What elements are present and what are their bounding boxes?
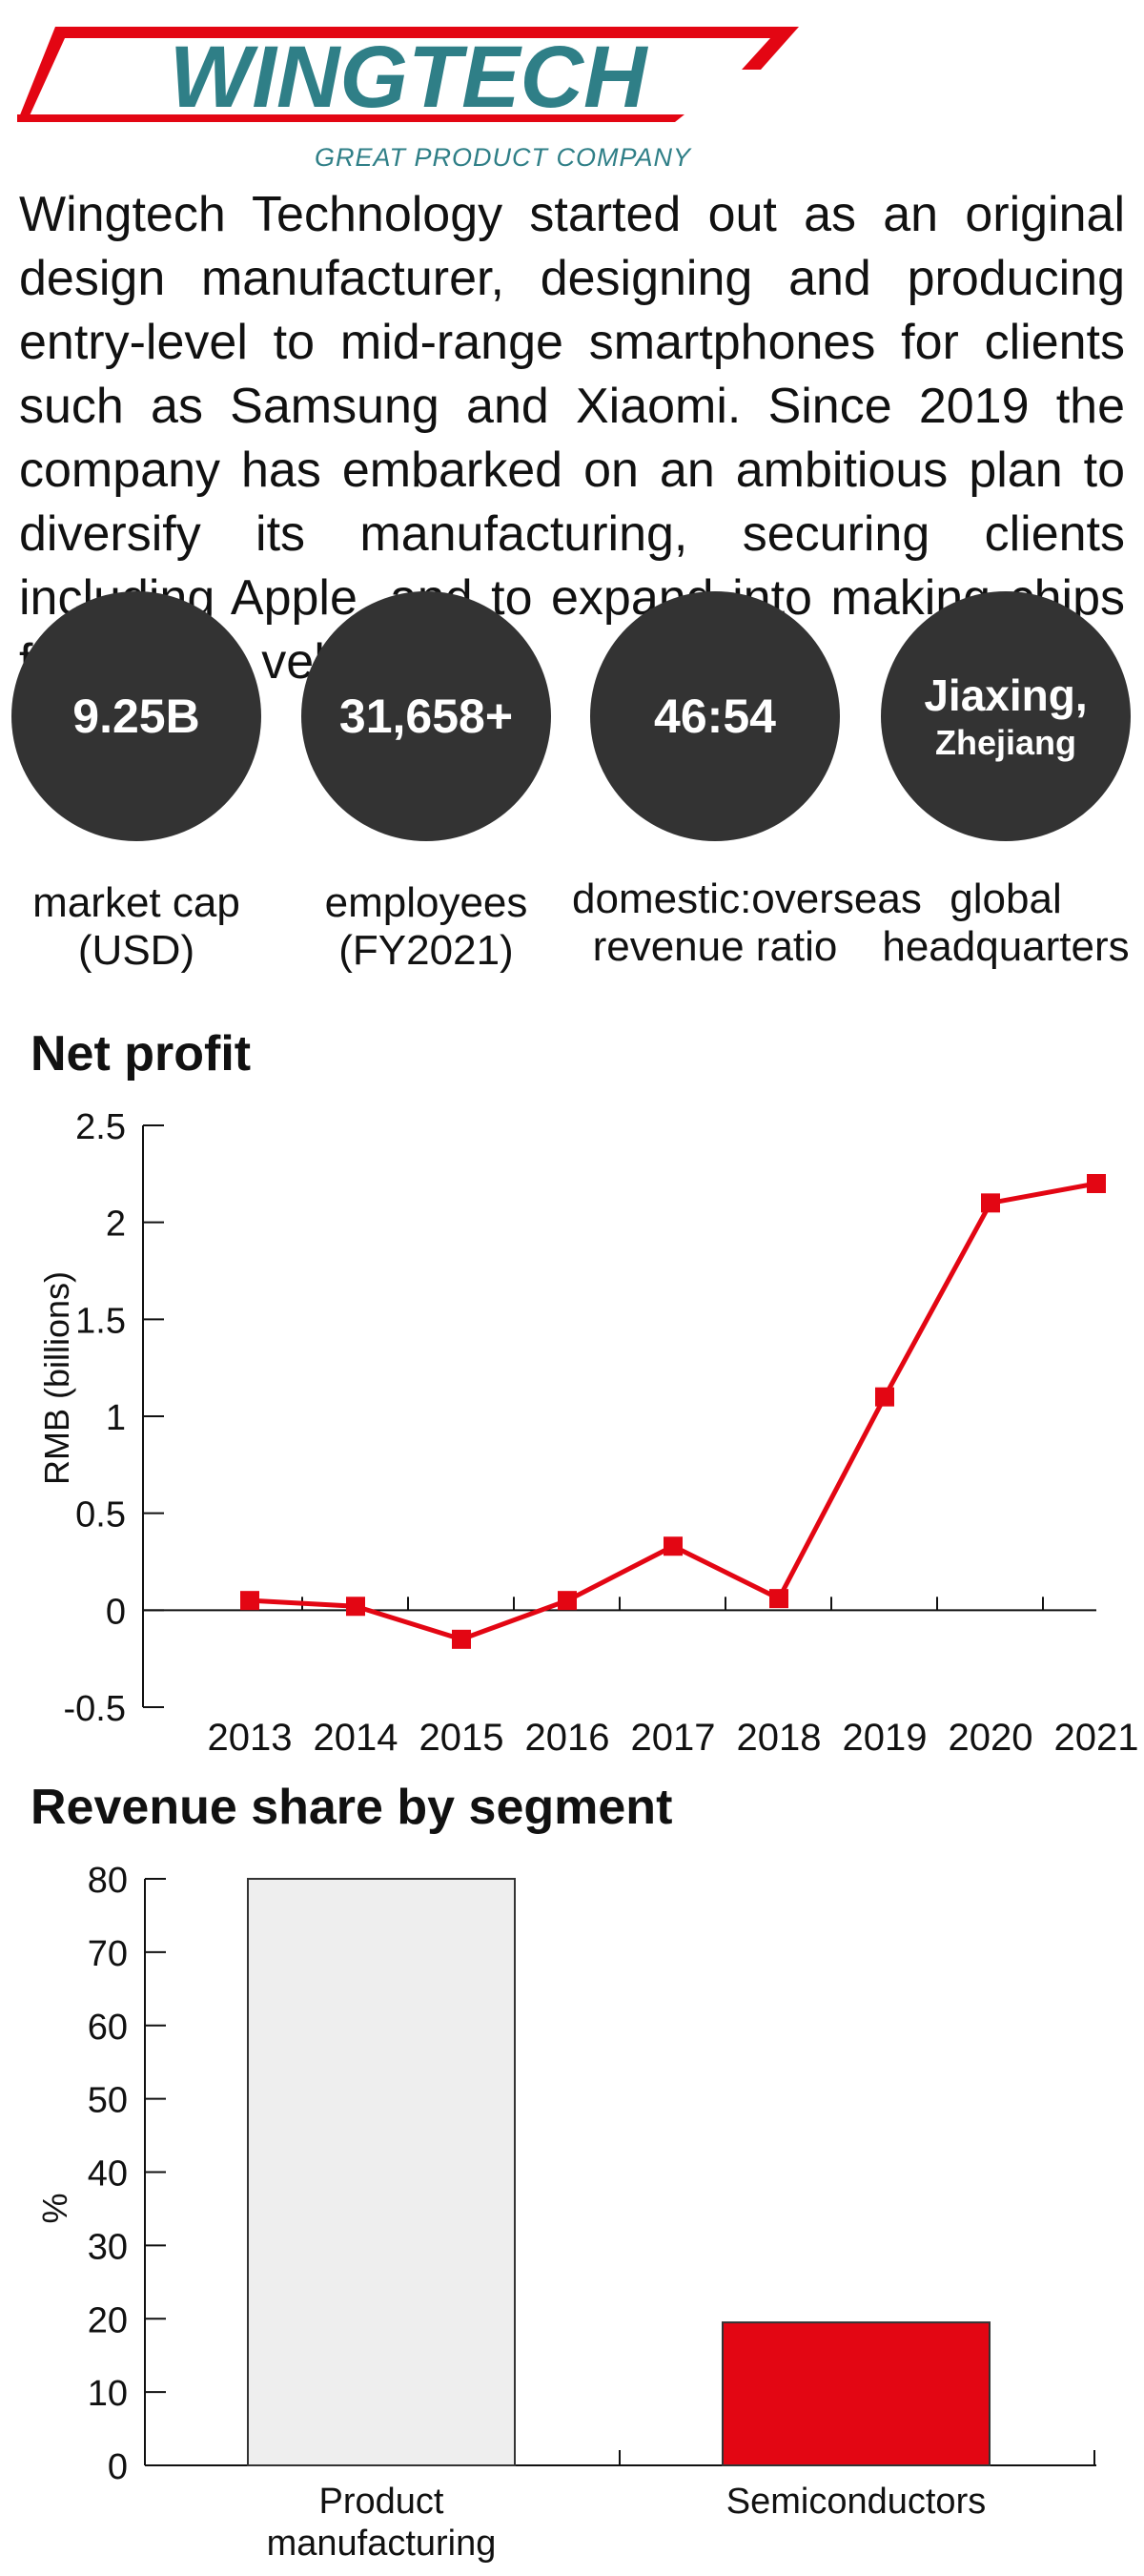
y-tick-label: 50 [88,2081,128,2121]
y-tick-label: 40 [88,2154,128,2195]
x-tick-label: 2013 [208,1717,293,1759]
stat-label: market cap (USD) [0,879,279,975]
y-axis-label: RMB (billions) [37,1271,76,1485]
x-tick-label-line: Semiconductors [726,2482,986,2522]
data-point [981,1193,1000,1213]
stat-label-line: global [950,876,1062,922]
data-point [875,1387,894,1407]
stat-label-line: employees [324,879,528,926]
data-point [769,1589,788,1609]
data-point [1087,1174,1106,1193]
bar [247,1878,516,2466]
stat-revenue-ratio: 46:54 domestic:overseas revenue ratio [572,591,922,971]
stat-circle: 9.25B [11,591,261,841]
stat-value-line2: Zhejiang [934,723,1076,762]
y-tick-label: 2 [106,1205,126,1245]
logo-wordmark: WINGTECH [170,29,649,126]
stat-value: Jiaxing, [924,670,1088,720]
y-tick-label: 1 [106,1398,126,1438]
stat-label-line: market cap [32,879,240,926]
y-axis-label: % [35,2193,74,2223]
stat-label: domestic:overseas revenue ratio [572,876,922,971]
bar [722,2321,991,2466]
x-tick-label: Semiconductors [726,2482,986,2522]
y-tick-label: 30 [88,2227,128,2267]
y-tick-label: 2.5 [75,1107,126,1147]
y-tick-label: 70 [88,1934,128,1974]
stat-label-line: headquarters [882,923,1130,970]
x-tick-label: 2016 [525,1717,610,1759]
x-tick-label: 2019 [843,1717,928,1759]
revenue-share-title: Revenue share by segment [31,1780,673,1835]
stat-circle: 31,658+ [301,591,551,841]
stat-value: 31,658+ [338,690,514,743]
data-point [346,1597,365,1617]
stat-market-cap: 9.25B market cap (USD) [0,591,279,975]
y-tick-label: 60 [88,2008,128,2048]
x-tick-label: 2018 [737,1717,822,1759]
y-tick-label: 20 [88,2300,128,2340]
y-tick-label: 10 [88,2374,128,2414]
stat-circle: Jiaxing, Zhejiang [881,591,1131,841]
logo-graphic: WINGTECH [17,27,799,126]
stat-label-line: revenue ratio [592,923,838,970]
revenue-share-chart: 80 70 60 50 40 30 20 10 0% Product manufacturing Se… [35,1861,1096,2564]
logo-swoosh-top [17,27,799,122]
intro-paragraph: Wingtech Technology started out as an or… [19,187,1125,690]
data-point [664,1536,683,1556]
x-tick-label: 2015 [419,1717,504,1759]
data-point [558,1591,577,1611]
stat-label: global headquarters [863,876,1144,971]
net-profit-title: Net profit [31,1026,252,1082]
x-tick-label: 2017 [631,1717,716,1759]
logo-swoosh-bottom [17,114,684,122]
y-tick-label: 1.5 [75,1301,126,1341]
y-tick-label: 0.5 [75,1495,126,1535]
x-tick-label-line: manufacturing [267,2524,497,2564]
y-tick-label: -0.5 [64,1689,126,1729]
y-tick-label: 0 [108,2447,128,2487]
stat-label: employees (FY2021) [283,879,569,975]
x-tick-label: 2020 [949,1717,1033,1759]
stat-value: 9.25B [72,690,200,743]
series-line [249,1181,1097,1642]
stats-row: 9.25B market cap (USD) 31,658+ employees… [0,591,1144,992]
tagline: GREAT PRODUCT COMPANY [315,143,692,172]
data-point [452,1629,471,1649]
stat-label-line: (FY2021) [338,927,514,974]
x-tick-label: Product manufacturing [267,2482,497,2564]
stat-label-line: domestic:overseas [572,876,922,922]
x-tick-label: 2021 [1054,1717,1139,1759]
stat-circle: 46:54 [590,591,840,841]
x-tick-label: 2014 [314,1717,398,1759]
x-tick-label-line: Product [319,2482,444,2522]
stat-value: 46:54 [654,690,776,743]
y-tick-label: 80 [88,1861,128,1901]
data-point [240,1591,259,1611]
stat-employees: 31,658+ employees (FY2021) [283,591,569,975]
stat-label-line: (USD) [77,927,195,974]
y-tick-label: 0 [106,1592,126,1632]
net-profit-chart: 2.5 2 1.5 1 0.5 0 -0.5 2013 2014 2015 2016 2017 2018… [37,1107,1139,1759]
wingtech-logo: WINGTECH [17,27,799,127]
stat-headquarters: Jiaxing, Zhejiang global headquarters [863,591,1144,971]
